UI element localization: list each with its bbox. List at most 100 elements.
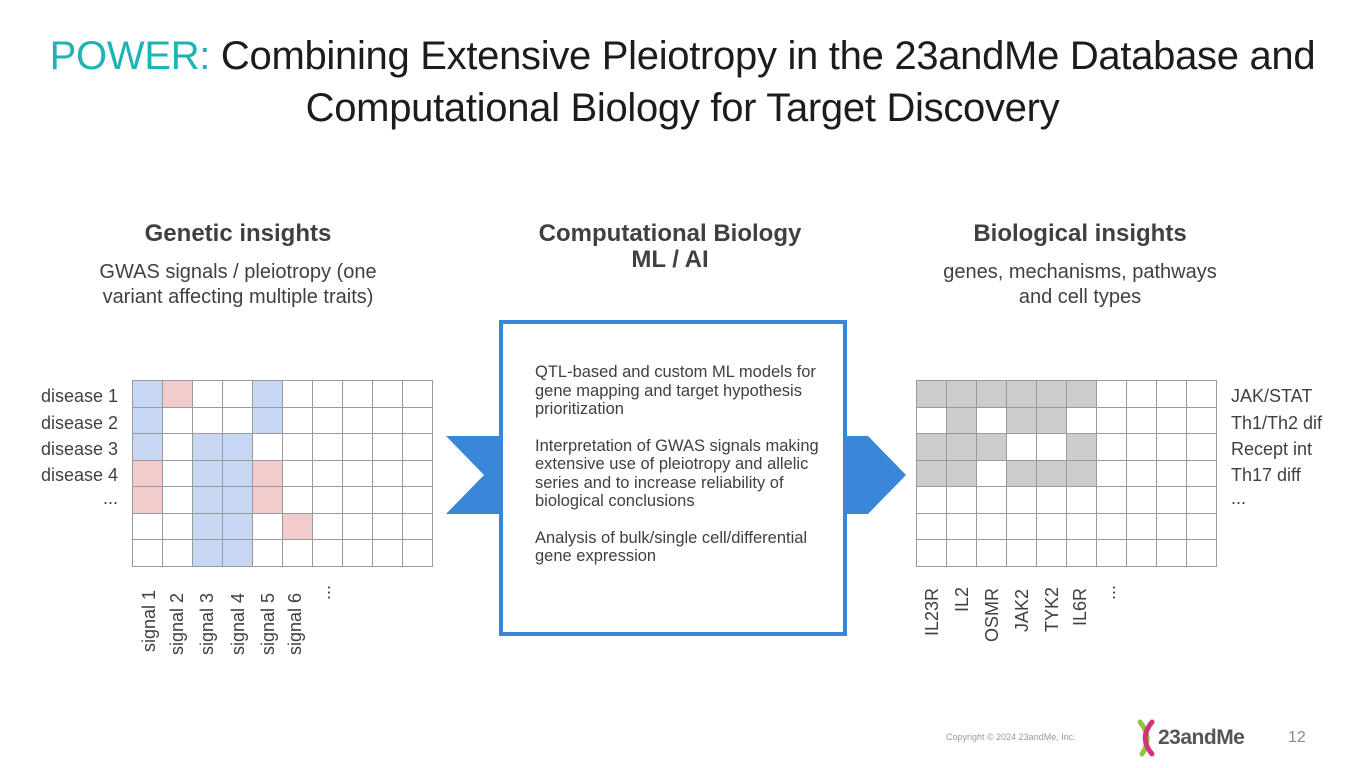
pleiotropy-grid-cell: [313, 513, 343, 540]
pleiotropy-grid-cell: [253, 407, 283, 434]
gene-pathway-grid-cell: [1097, 513, 1127, 540]
gene-pathway-grid-cell: [1097, 487, 1127, 514]
pleiotropy-grid-cell: [163, 487, 193, 514]
pleiotropy-grid-cell: [283, 434, 313, 461]
pleiotropy-grid-cell: [313, 381, 343, 408]
gene-pathway-grid-cell: [917, 513, 947, 540]
col-label-tyk2: TYK2: [1042, 586, 1062, 632]
pleiotropy-grid-cell: [193, 434, 223, 461]
genetic-insights-subtitle: GWAS signals / pleiotropy (one variant a…: [68, 260, 408, 310]
col-label-jak2: JAK2: [1012, 588, 1032, 632]
gene-pathway-grid-cell: [1097, 381, 1127, 408]
gene-pathway-grid-cell: [1067, 513, 1097, 540]
pleiotropy-grid-cell: [193, 487, 223, 514]
pleiotropy-grid-cell: [403, 407, 433, 434]
pleiotropy-grid-cell: [253, 513, 283, 540]
gene-pathway-grid-cell: [1127, 434, 1157, 461]
row-label-disease-4: disease 4: [40, 465, 118, 485]
pleiotropy-grid-cell: [223, 487, 253, 514]
methods-paragraph-1: QTL-based and custom ML models for gene …: [535, 363, 816, 418]
pleiotropy-grid-cell: [403, 460, 433, 487]
gene-pathway-grid-cell: [1127, 460, 1157, 487]
col-label-signal-6: signal 6: [285, 592, 305, 655]
biological-subtitle-line-2: and cell types: [1018, 286, 1142, 308]
left-arrow-icon: [446, 436, 503, 514]
row-label-disease-1: disease 1: [40, 386, 118, 406]
pleiotropy-grid-cell: [343, 487, 373, 514]
pleiotropy-grid-cell: [343, 407, 373, 434]
computational-biology-heading: Computational Biology ML / AI: [510, 221, 830, 273]
gene-pathway-grid-cell: [1127, 381, 1157, 408]
gene-pathway-grid-cell: [1007, 513, 1037, 540]
pleiotropy-grid-cell: [223, 460, 253, 487]
pleiotropy-grid-cell: [373, 487, 403, 514]
gene-pathway-grid-cell: [1097, 540, 1127, 567]
gene-pathway-grid-cell: [1037, 513, 1067, 540]
col-label-ellipsis: ...: [314, 584, 334, 600]
gene-pathway-grid-cell: [977, 407, 1007, 434]
col-label-signal-1: signal 1: [139, 589, 159, 652]
pleiotropy-grid-cell: [253, 381, 283, 408]
gene-pathway-grid: [916, 380, 1217, 567]
pleiotropy-grid-cell: [403, 487, 433, 514]
col-label-il2: IL2: [952, 586, 972, 612]
row-label-disease-3: disease 3: [40, 439, 118, 459]
pleiotropy-grid-cell: [253, 434, 283, 461]
gene-pathway-grid-cell: [1037, 540, 1067, 567]
title-line-1-text: Combining Extensive Pleiotropy in the 23…: [210, 34, 1316, 78]
gene-pathway-grid-cell: [1037, 407, 1067, 434]
methods-paragraph-3: Analysis of bulk/single cell/differentia…: [535, 528, 808, 566]
gene-pathway-grid-cell: [1007, 487, 1037, 514]
pleiotropy-grid-cell: [313, 407, 343, 434]
gene-pathway-grid-cell: [1187, 407, 1217, 434]
gene-pathway-grid-cell: [1007, 381, 1037, 408]
right-arrow-icon: [843, 436, 906, 514]
pleiotropy-grid-cell: [163, 407, 193, 434]
pleiotropy-grid-cell: [253, 460, 283, 487]
pleiotropy-grid-cell: [163, 381, 193, 408]
pleiotropy-grid-cell: [133, 540, 163, 567]
gene-pathway-grid-cell: [1127, 487, 1157, 514]
pleiotropy-grid-cell: [133, 487, 163, 514]
computational-methods-text: QTL-based and custom ML models for gene …: [535, 363, 825, 584]
gene-pathway-grid-cell: [977, 434, 1007, 461]
row-label-jak-stat: JAK/STAT: [1231, 386, 1313, 406]
biological-insights-subtitle: genes, mechanisms, pathways and cell typ…: [910, 260, 1250, 310]
gene-pathway-grid-cell: [1157, 513, 1187, 540]
gene-pathway-grid-cell: [1187, 381, 1217, 408]
pleiotropy-grid-cell: [313, 487, 343, 514]
gene-pathway-grid-cell: [1067, 434, 1097, 461]
gene-pathway-grid-cell: [1157, 407, 1187, 434]
gene-pathway-grid-cell: [1187, 513, 1217, 540]
pleiotropy-grid-cell: [163, 434, 193, 461]
pleiotropy-grid-cell: [403, 513, 433, 540]
title-line-2: Computational Biology for Target Discove…: [305, 86, 1060, 130]
gene-pathway-grid-cell: [947, 540, 977, 567]
biological-subtitle-line-1: genes, mechanisms, pathways: [943, 261, 1217, 283]
pleiotropy-grid-cell: [193, 540, 223, 567]
pleiotropy-grid-cell: [133, 513, 163, 540]
pleiotropy-grid-cell: [283, 407, 313, 434]
col-label-signal-3: signal 3: [197, 592, 217, 655]
pleiotropy-grid: [132, 380, 433, 567]
pleiotropy-grid-cell: [133, 407, 163, 434]
pleiotropy-grid-cell: [223, 407, 253, 434]
pleiotropy-grid-cell: [373, 407, 403, 434]
gene-pathway-grid-cell: [977, 381, 1007, 408]
gene-pathway-grid-cell: [1097, 460, 1127, 487]
gene-pathway-grid-cell: [1067, 381, 1097, 408]
pleiotropy-grid-cell: [283, 487, 313, 514]
row-label-recept-int: Recept int: [1231, 439, 1313, 459]
title-line-1: POWER: Combining Extensive Pleiotropy in…: [0, 30, 1365, 82]
row-label-disease-2: disease 2: [40, 413, 118, 433]
pleiotropy-grid-cell: [373, 381, 403, 408]
gene-pathway-grid-cell: [917, 381, 947, 408]
col-label-il6r: IL6R: [1070, 587, 1090, 626]
logo-wordmark: 23andMe: [1158, 726, 1245, 749]
gene-pathway-grid-cell: [1037, 487, 1067, 514]
pleiotropy-grid-cell: [313, 540, 343, 567]
pleiotropy-grid-cell: [283, 381, 313, 408]
col-label-signal-5: signal 5: [258, 592, 278, 655]
gene-pathway-grid-cell: [1157, 434, 1187, 461]
